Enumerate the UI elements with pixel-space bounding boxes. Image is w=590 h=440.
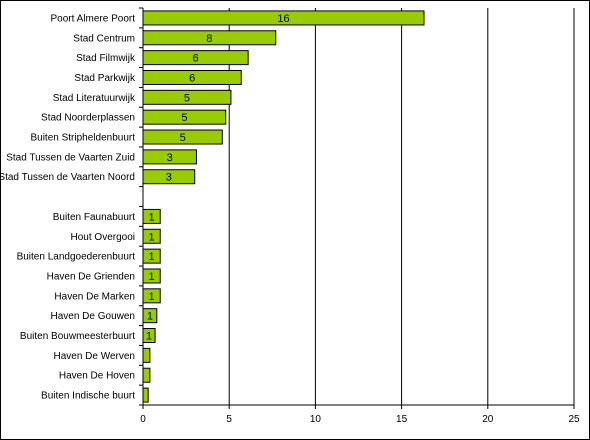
category-label: Buiten Stripheldenbuurt xyxy=(30,133,135,144)
category-label: Stad Centrum xyxy=(73,33,135,44)
x-tick-label: 10 xyxy=(310,414,322,425)
gridlines xyxy=(228,8,575,405)
x-tick-label: 15 xyxy=(396,414,408,425)
data-label: 1 xyxy=(149,271,155,283)
data-label: 5 xyxy=(180,132,186,144)
category-label: Stad Tussen de Vaarten Zuid xyxy=(6,152,135,163)
category-label: Buiten Faunabuurt xyxy=(53,212,136,223)
data-label: 16 xyxy=(277,13,289,25)
category-label: Buiten Bouwmeesterbuurt xyxy=(20,331,135,342)
category-label: Stad Literatuurwijk xyxy=(53,93,136,104)
data-label: 3 xyxy=(166,172,172,184)
data-label: 5 xyxy=(181,112,187,124)
data-label: 1 xyxy=(149,291,155,303)
category-label: Stad Filmwijk xyxy=(76,53,136,64)
bars xyxy=(142,10,425,403)
x-tick-label: 0 xyxy=(140,414,146,425)
x-tick-label: 25 xyxy=(568,414,580,425)
category-labels: Poort Almere Poort Stad Centrum Stad Filmw… xyxy=(0,13,136,401)
category-label: Haven De Werven xyxy=(53,351,135,362)
category-label: Stad Tussen de Vaarten Noord xyxy=(0,172,135,183)
category-label: Haven De Hoven xyxy=(59,371,135,382)
axes xyxy=(139,7,575,409)
category-label: Stad Parkwijk xyxy=(74,73,136,84)
data-label: 1 xyxy=(149,211,155,223)
data-label: 3 xyxy=(167,152,173,164)
category-label: Haven De Marken xyxy=(54,291,135,302)
category-label: Buiten Landgoederenbuurt xyxy=(17,252,136,263)
category-label: Haven De Grienden xyxy=(47,271,135,282)
category-label: Hout Overgooi xyxy=(71,232,135,243)
data-label: 5 xyxy=(184,92,190,104)
data-label: 1 xyxy=(149,251,155,263)
data-label: 1 xyxy=(147,311,153,323)
category-label: Haven De Gouwen xyxy=(51,311,136,322)
data-label: 8 xyxy=(206,33,212,45)
tick-labels: 0 5 10 15 20 25 xyxy=(140,414,580,425)
category-label: Buiten Indische buurt xyxy=(41,391,135,402)
category-label: Poort Almere Poort xyxy=(51,13,136,24)
x-tick-label: 5 xyxy=(226,414,232,425)
data-label: 1 xyxy=(149,231,155,243)
bar xyxy=(142,367,151,383)
data-label: 1 xyxy=(146,331,152,343)
category-label: Stad Noorderplassen xyxy=(41,113,135,124)
bar xyxy=(142,347,151,363)
x-tick-label: 20 xyxy=(482,414,494,425)
data-label: 6 xyxy=(193,53,199,65)
bar xyxy=(142,387,149,403)
data-label: 6 xyxy=(189,72,195,84)
